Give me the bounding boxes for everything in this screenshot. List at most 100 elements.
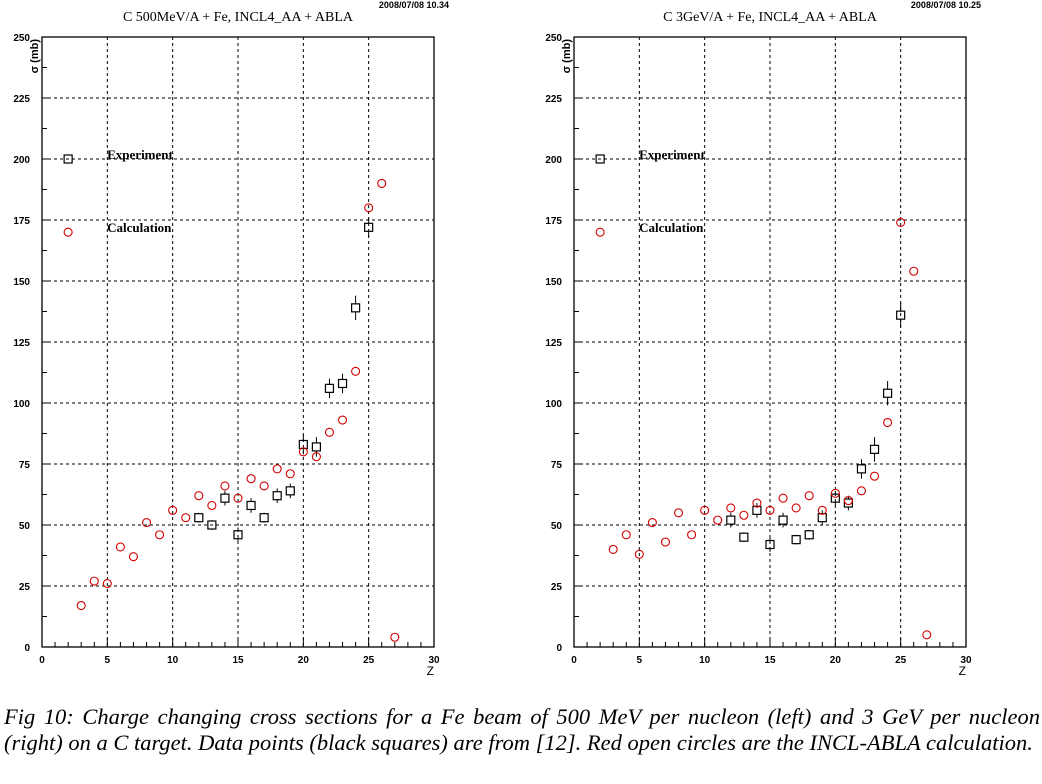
x-tick-label: 0: [571, 655, 577, 666]
data-point-calculation: [311, 452, 321, 462]
chart-panel-2: C 3GeV/A + Fe, INCL4_AA + ABLA 2008/07/08…: [545, 0, 981, 678]
data-point-calculation: [324, 427, 335, 437]
x-axis-label: Z: [959, 664, 966, 678]
y-tick-label: 50: [551, 521, 563, 532]
data-point-experiment: [804, 530, 814, 540]
y-tick-label: 25: [551, 582, 563, 593]
legend-marker-calculation: [595, 227, 605, 237]
data-point-calculation: [896, 217, 906, 227]
data-point-calculation: [739, 510, 749, 520]
chart-timestamp: 2008/07/08 10.34: [379, 0, 449, 10]
series-calculation: [76, 178, 400, 642]
data-point-calculation: [700, 505, 710, 515]
data-point-calculation: [377, 178, 387, 188]
data-point-calculation: [298, 447, 308, 457]
data-point-calculation: [765, 505, 775, 515]
x-tick-label: 15: [232, 655, 244, 666]
chart-panel-1: C 500MeV/A + Fe, INCL4_AA + ABLA 2008/07/…: [13, 0, 449, 678]
x-tick-label: 0: [39, 655, 45, 666]
y-tick-label: 75: [19, 460, 31, 471]
data-point-calculation: [804, 491, 814, 501]
data-point-experiment: [272, 491, 282, 501]
data-point-calculation: [246, 474, 256, 484]
figure-canvas: C 500MeV/A + Fe, INCL4_AA + ABLA 2008/07/…: [13, 0, 981, 678]
chart-title: C 500MeV/A + Fe, INCL4_AA + ABLA: [123, 10, 354, 25]
data-point-experiment: [739, 532, 749, 542]
x-tick-label: 20: [298, 655, 310, 666]
data-point-calculation: [856, 486, 867, 496]
y-tick-label: 100: [545, 399, 562, 410]
grid-lines: [574, 37, 966, 647]
data-point-calculation: [128, 552, 139, 562]
y-tick-label: 225: [13, 94, 30, 105]
data-point-calculation: [883, 417, 893, 428]
data-point-calculation: [830, 488, 840, 498]
data-point-experiment: [830, 493, 840, 503]
x-tick-label: 5: [637, 655, 643, 666]
y-tick-label: 125: [13, 338, 30, 349]
y-tick-label: 225: [545, 94, 562, 105]
data-point-calculation: [673, 508, 684, 518]
x-tick-label: 25: [363, 655, 375, 666]
data-point-calculation: [843, 496, 853, 506]
y-axis-label: σ (mb): [29, 39, 41, 74]
data-point-calculation: [390, 632, 400, 642]
x-tick-label: 30: [960, 655, 972, 666]
x-tick-label: 30: [428, 655, 440, 666]
data-point-calculation: [337, 415, 348, 425]
data-point-calculation: [285, 469, 295, 479]
data-point-experiment: [220, 493, 230, 503]
figure-caption: Fig 10: Charge changing cross sections f…: [4, 704, 1040, 755]
data-point-calculation: [168, 505, 178, 515]
data-point-experiment: [778, 515, 788, 525]
data-point-calculation: [726, 503, 736, 513]
data-point-experiment: [364, 222, 374, 232]
data-point-calculation: [364, 203, 374, 213]
data-point-calculation: [817, 505, 827, 515]
data-point-calculation: [233, 493, 243, 503]
data-point-calculation: [660, 537, 671, 547]
data-point-experiment: [246, 500, 256, 511]
data-point-experiment: [882, 388, 893, 398]
data-point-experiment: [324, 383, 335, 393]
data-point-experiment: [856, 464, 867, 474]
x-axis-label: Z: [427, 664, 434, 678]
y-tick-label: 175: [13, 216, 30, 227]
data-point-experiment: [896, 310, 906, 320]
data-point-calculation: [89, 576, 99, 586]
data-point-experiment: [765, 539, 775, 550]
x-tick-label: 20: [830, 655, 842, 666]
data-point-calculation: [102, 579, 112, 589]
data-point-calculation: [220, 481, 230, 491]
data-point-calculation: [647, 518, 657, 528]
data-point-calculation: [634, 549, 644, 559]
x-tick-label: 5: [105, 655, 111, 666]
legend-marker-calculation: [63, 227, 73, 237]
series-experiment: [194, 217, 374, 543]
data-point-calculation: [76, 600, 86, 611]
data-point-experiment: [233, 530, 243, 540]
data-point-calculation: [181, 513, 191, 523]
x-tick-label: 25: [895, 655, 907, 666]
legend-label-calculation: Calculation: [639, 220, 704, 235]
x-tick-label: 10: [699, 655, 711, 666]
data-point-experiment: [817, 513, 827, 523]
data-point-calculation: [791, 503, 801, 513]
y-tick-label: 100: [13, 399, 30, 410]
data-point-calculation: [155, 530, 165, 540]
data-point-calculation: [194, 491, 204, 501]
data-point-experiment: [726, 515, 736, 525]
legend-label-calculation: Calculation: [107, 220, 172, 235]
data-point-calculation: [351, 366, 361, 376]
legend-marker-experiment: [595, 154, 605, 164]
data-point-calculation: [141, 518, 152, 528]
data-point-experiment: [791, 535, 801, 545]
grid-lines: [42, 37, 434, 647]
legend-label-experiment: Experiment: [639, 147, 705, 162]
data-point-calculation: [687, 530, 697, 540]
y-tick-label: 250: [545, 33, 562, 44]
y-tick-label: 200: [545, 155, 562, 166]
data-point-calculation: [869, 471, 880, 481]
data-point-calculation: [922, 630, 932, 640]
data-point-calculation: [207, 500, 217, 511]
